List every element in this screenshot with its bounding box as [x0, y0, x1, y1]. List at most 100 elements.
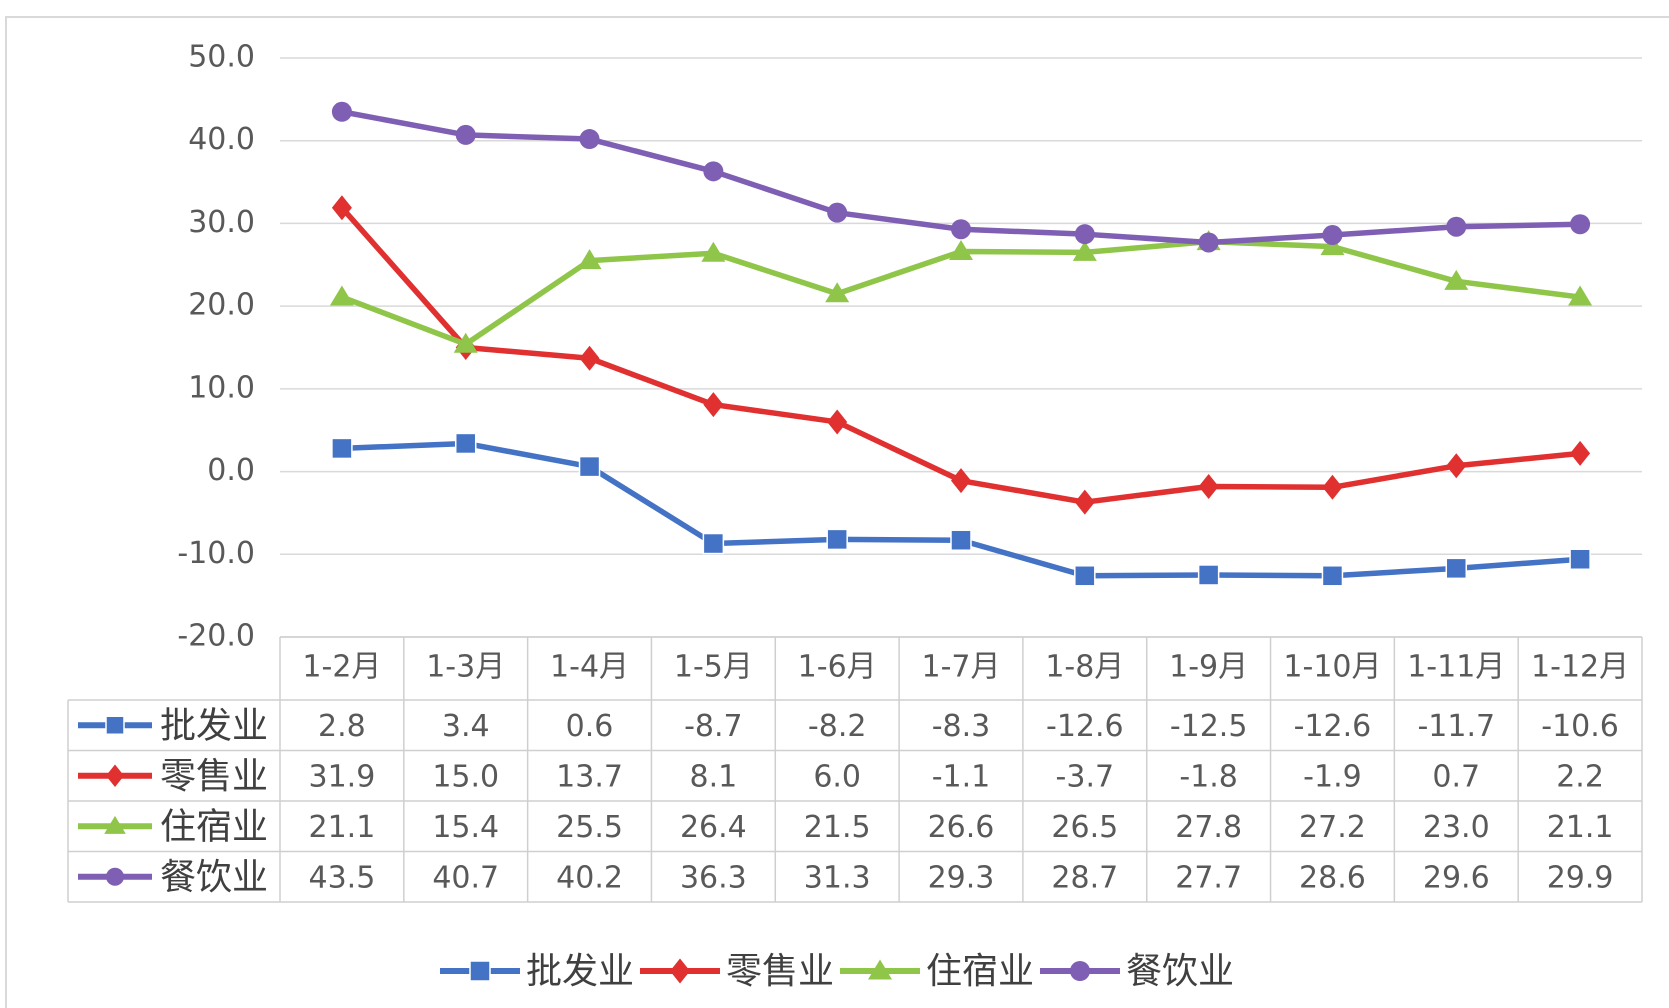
data-point — [949, 240, 973, 261]
y-axis-ticks: 50.0 40.0 30.0 20.0 10.0 0.0 -10.0 -20.0 — [177, 40, 255, 654]
table-cell-value: -3.7 — [1056, 759, 1115, 794]
table-cell-value: 8.1 — [690, 759, 738, 794]
table-cell-value: -12.6 — [1294, 709, 1372, 744]
data-point — [1072, 240, 1097, 261]
table-cell-value: 6.0 — [813, 759, 861, 794]
table-cell-value: 40.7 — [432, 860, 499, 895]
data-point — [1322, 474, 1343, 500]
category-label: 1-6月 — [798, 650, 877, 685]
chart-frame — [5, 16, 1669, 1008]
data-table: 1-2月 1-3月 1-4月 1-5月 1-6月 1-7月 1-8月 1-9月 1-10月 1-1… — [67, 636, 1643, 903]
table-cell-value: 29.6 — [1423, 860, 1490, 895]
table-cell-value: 15.4 — [432, 810, 499, 845]
table-row-label: 批发业 — [160, 705, 268, 746]
category-label: 1-9月 — [1169, 650, 1248, 685]
table-cell-value: 23.0 — [1423, 810, 1490, 845]
data-point — [702, 532, 725, 555]
table-cell-value: -12.5 — [1170, 709, 1248, 744]
table-cell-value: 31.3 — [804, 860, 871, 895]
data-point — [1444, 269, 1469, 290]
data-point — [1570, 214, 1591, 235]
y-tick-label: 50.0 — [188, 40, 255, 75]
legend-label: 零售业 — [726, 951, 834, 992]
series-批发业 — [331, 432, 1591, 587]
table-cell-value: 21.5 — [804, 810, 871, 845]
category-label: 1-2月 — [302, 650, 381, 685]
table-cell-value: 28.6 — [1299, 860, 1366, 895]
data-point — [825, 282, 850, 303]
data-point — [577, 249, 602, 270]
data-point — [1074, 224, 1095, 245]
table-cell-value: 3.4 — [442, 709, 490, 744]
data-point — [1197, 564, 1220, 586]
table-cell-value: 28.7 — [1051, 860, 1118, 895]
table-cell-value: 26.4 — [680, 810, 747, 845]
table-cell-value: 40.2 — [556, 860, 623, 895]
data-point — [454, 432, 477, 455]
legend: 批发业 零售业 住宿业 餐饮业 — [440, 951, 1234, 992]
table-cell-value: 25.5 — [556, 810, 623, 845]
table-cell-value: 29.3 — [928, 860, 995, 895]
y-tick-label: 40.0 — [188, 122, 255, 157]
legend-marker — [469, 960, 491, 982]
category-label: 1-12月 — [1531, 650, 1629, 685]
table-cell-value: 0.7 — [1432, 759, 1480, 794]
table-cell-value: -1.8 — [1179, 759, 1238, 794]
category-label: 1-8月 — [1045, 650, 1124, 685]
data-point — [331, 101, 352, 122]
legend-label: 批发业 — [526, 951, 634, 992]
table-cell-value: -12.6 — [1046, 709, 1124, 744]
category-label: 1-3月 — [426, 650, 505, 685]
data-point — [950, 529, 972, 551]
data-point — [1568, 285, 1593, 306]
data-point — [1074, 489, 1095, 515]
data-point — [701, 241, 726, 262]
data-point — [1198, 232, 1219, 253]
table-cell-value: 2.8 — [318, 709, 366, 744]
table-legend-marker — [106, 764, 124, 787]
data-point — [703, 161, 724, 182]
data-point — [579, 129, 600, 150]
table-cell-value: -1.9 — [1303, 759, 1362, 794]
table-cell-value: 26.5 — [1051, 810, 1118, 845]
y-tick-label: -20.0 — [177, 619, 255, 654]
table-cell-value: 15.0 — [432, 759, 499, 794]
legend-marker — [670, 958, 690, 984]
legend-marker — [868, 959, 892, 980]
table-legend-marker — [104, 815, 126, 834]
legend-label: 住宿业 — [926, 951, 1034, 992]
table-row-label: 住宿业 — [160, 806, 268, 847]
series-餐饮业 — [331, 101, 1591, 253]
data-point — [826, 528, 848, 551]
table-cell-value: 29.9 — [1547, 860, 1614, 895]
table-legend-marker — [105, 715, 125, 735]
category-label: 1-11月 — [1407, 650, 1505, 685]
table-cell-value: -8.2 — [808, 709, 867, 744]
table-row-label: 餐饮业 — [160, 857, 268, 898]
data-point — [951, 219, 971, 240]
table-row-label: 零售业 — [160, 756, 268, 797]
data-point — [1446, 453, 1467, 479]
legend-marker — [1070, 961, 1090, 981]
data-point — [1320, 235, 1345, 256]
data-point — [703, 392, 724, 418]
data-point — [827, 409, 848, 435]
data-point — [331, 437, 353, 460]
data-point — [951, 468, 971, 494]
table-cell-value: 21.1 — [1547, 810, 1614, 845]
table-cell-value: 36.3 — [680, 860, 747, 895]
data-point — [1570, 440, 1591, 466]
data-point — [455, 124, 476, 145]
table-cell-value: -10.6 — [1541, 709, 1619, 744]
table-cell-value: 27.7 — [1175, 860, 1242, 895]
category-label: 1-10月 — [1283, 650, 1381, 685]
legend-label: 餐饮业 — [1126, 951, 1234, 992]
table-legend-marker — [106, 867, 124, 886]
data-point — [1445, 557, 1468, 580]
y-tick-label: 20.0 — [188, 288, 255, 323]
data-point — [1198, 473, 1219, 499]
table-cell-value: 2.2 — [1556, 759, 1604, 794]
table-cell-value: 31.9 — [309, 759, 376, 794]
data-point — [1074, 565, 1096, 587]
